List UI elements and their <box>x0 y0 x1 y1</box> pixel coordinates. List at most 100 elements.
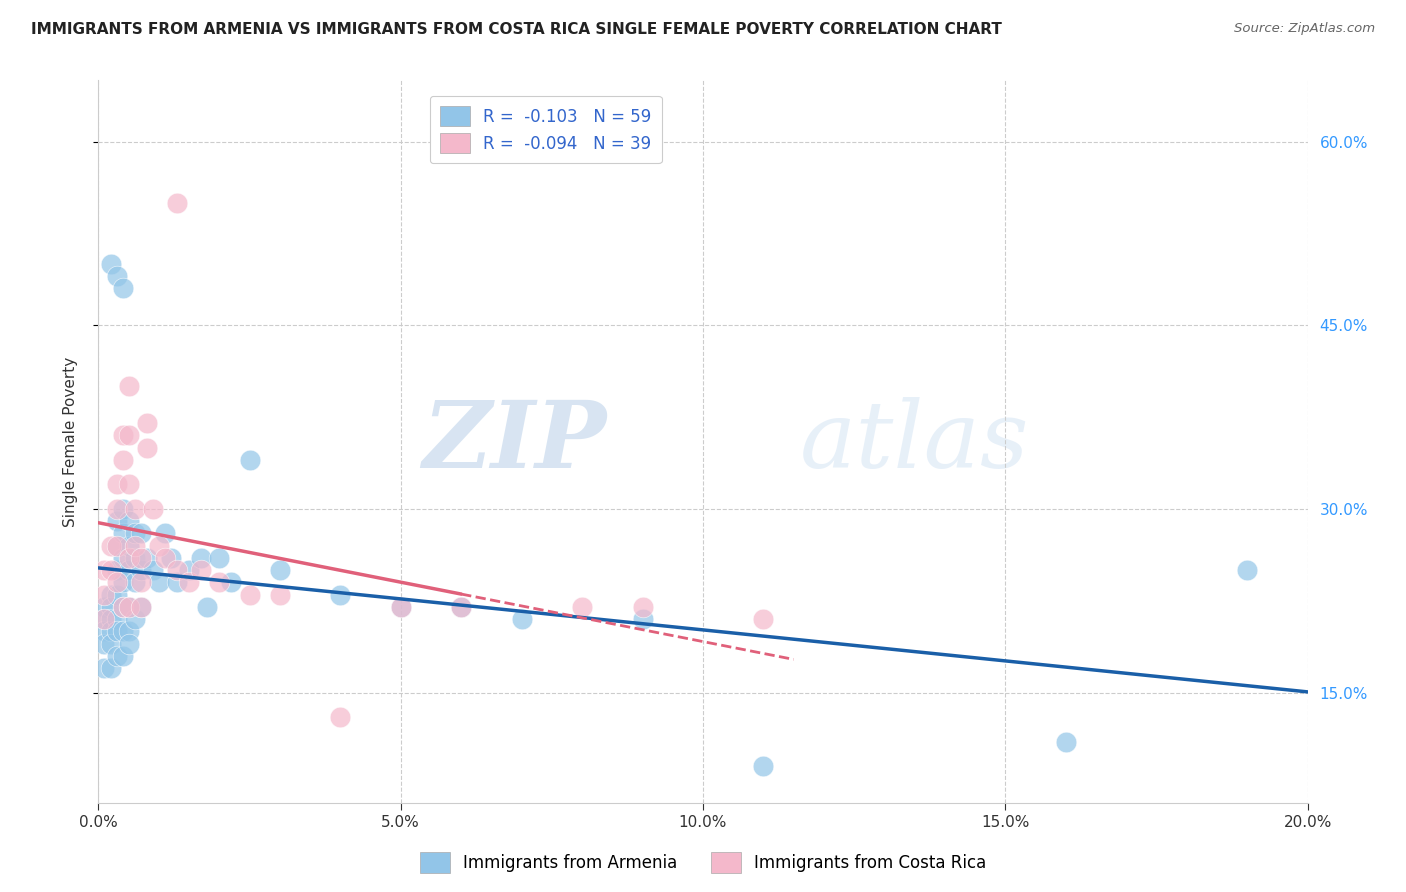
Point <box>105 588 128 602</box>
Point <box>752 612 775 626</box>
Point <box>100 624 122 639</box>
Point <box>105 624 128 639</box>
Point <box>105 539 128 553</box>
Point <box>100 599 122 614</box>
Point <box>450 599 472 614</box>
Point <box>93 612 115 626</box>
Point <box>124 550 146 565</box>
Point <box>129 599 152 614</box>
Point <box>118 599 141 614</box>
Point <box>124 575 146 590</box>
Point <box>105 648 128 663</box>
Point <box>166 563 188 577</box>
Point <box>166 575 188 590</box>
Point <box>129 575 152 590</box>
Point <box>118 624 141 639</box>
Point <box>111 648 134 663</box>
Point <box>118 599 141 614</box>
Point <box>105 575 128 590</box>
Point <box>100 257 122 271</box>
Point <box>160 550 183 565</box>
Point <box>111 550 134 565</box>
Point <box>118 379 141 393</box>
Point <box>105 269 128 284</box>
Point <box>129 526 152 541</box>
Point <box>105 563 128 577</box>
Point <box>1054 734 1077 748</box>
Legend: R =  -0.103   N = 59, R =  -0.094   N = 39: R = -0.103 N = 59, R = -0.094 N = 39 <box>430 95 662 163</box>
Point <box>124 526 146 541</box>
Point <box>166 195 188 210</box>
Point <box>269 588 291 602</box>
Point <box>93 599 115 614</box>
Point <box>124 502 146 516</box>
Point <box>93 588 115 602</box>
Point <box>329 710 352 724</box>
Point <box>105 612 128 626</box>
Point <box>195 599 218 614</box>
Point <box>389 599 412 614</box>
Point <box>1236 563 1258 577</box>
Text: ZIP: ZIP <box>422 397 606 486</box>
Point <box>329 588 352 602</box>
Point <box>129 550 152 565</box>
Point <box>124 612 146 626</box>
Text: Source: ZipAtlas.com: Source: ZipAtlas.com <box>1234 22 1375 36</box>
Point <box>111 428 134 442</box>
Point <box>135 550 157 565</box>
Point <box>129 599 152 614</box>
Point <box>118 637 141 651</box>
Point <box>179 575 201 590</box>
Point <box>510 612 533 626</box>
Point <box>571 599 593 614</box>
Point <box>118 428 141 442</box>
Point <box>179 563 201 577</box>
Point <box>208 550 231 565</box>
Text: atlas: atlas <box>800 397 1029 486</box>
Point <box>111 502 134 516</box>
Point <box>153 550 176 565</box>
Point <box>129 563 152 577</box>
Point <box>93 612 115 626</box>
Point <box>93 624 115 639</box>
Point <box>118 539 141 553</box>
Point <box>105 514 128 528</box>
Point <box>752 759 775 773</box>
Point <box>631 599 654 614</box>
Point <box>148 575 170 590</box>
Point <box>389 599 412 614</box>
Point <box>105 539 128 553</box>
Point <box>93 637 115 651</box>
Point <box>111 624 134 639</box>
Point <box>105 477 128 491</box>
Point <box>142 502 165 516</box>
Point <box>269 563 291 577</box>
Point <box>135 441 157 455</box>
Point <box>100 588 122 602</box>
Point <box>208 575 231 590</box>
Legend: Immigrants from Armenia, Immigrants from Costa Rica: Immigrants from Armenia, Immigrants from… <box>413 846 993 880</box>
Point <box>142 563 165 577</box>
Point <box>111 599 134 614</box>
Point <box>111 599 134 614</box>
Point <box>100 637 122 651</box>
Point <box>450 599 472 614</box>
Point <box>118 514 141 528</box>
Point <box>111 453 134 467</box>
Point <box>100 539 122 553</box>
Point <box>221 575 243 590</box>
Point <box>93 661 115 675</box>
Point <box>631 612 654 626</box>
Point <box>118 563 141 577</box>
Point <box>111 281 134 295</box>
Point <box>153 526 176 541</box>
Point <box>135 416 157 430</box>
Point <box>148 539 170 553</box>
Point <box>93 563 115 577</box>
Point <box>111 575 134 590</box>
Y-axis label: Single Female Poverty: Single Female Poverty <box>63 357 77 526</box>
Point <box>118 477 141 491</box>
Point <box>239 588 262 602</box>
Point <box>118 550 141 565</box>
Text: IMMIGRANTS FROM ARMENIA VS IMMIGRANTS FROM COSTA RICA SINGLE FEMALE POVERTY CORR: IMMIGRANTS FROM ARMENIA VS IMMIGRANTS FR… <box>31 22 1002 37</box>
